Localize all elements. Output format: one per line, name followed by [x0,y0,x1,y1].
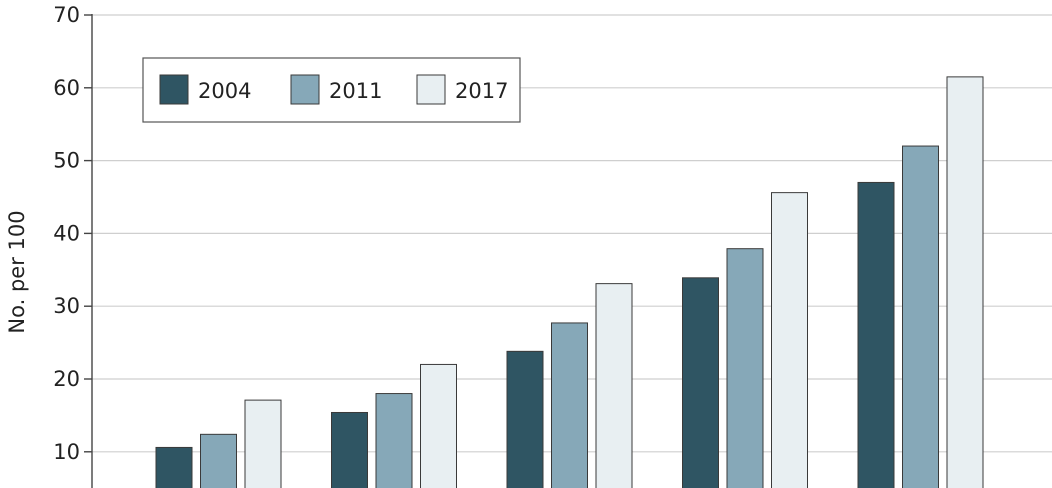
bar-2017 [771,192,808,488]
bar-2011 [375,393,413,488]
legend-swatch-2004 [159,74,189,105]
bar-2004 [857,181,895,488]
legend-label-2017: 2017 [455,79,508,103]
legend-swatch-2011 [290,74,320,105]
y-tick-label: 50 [53,149,80,173]
y-tick-label: 40 [53,221,80,245]
y-tick-label: 10 [53,440,80,464]
legend-label-2011: 2011 [329,79,382,103]
bar-2017 [595,283,633,488]
legend-items: 2004 2011 2017 [159,74,508,105]
y-tick-label: 60 [53,76,80,100]
bars [155,76,984,488]
legend-label-2004: 2004 [198,79,251,103]
y-tick-label: 30 [53,294,80,318]
bar-2011 [200,433,237,488]
bar-2004 [331,411,368,488]
legend-swatch-2017 [416,74,446,105]
bar-2004 [506,350,544,488]
bar-2011 [726,248,764,488]
bar-2004 [155,446,193,488]
legend: 2004 2011 2017 [142,57,521,123]
legend-frame [142,57,521,123]
y-tick-label: 70 [53,3,80,27]
bar-2011 [902,145,939,488]
bar-2017 [946,76,984,488]
bar-2017 [244,399,282,488]
y-axis-title: No. per 100 [5,210,29,333]
y-tick-label: 20 [53,367,80,391]
bar-2017 [420,363,457,488]
y-axis: 10 20 30 40 50 60 70 [53,3,93,488]
bar-2011 [551,322,588,488]
bar-2004 [682,277,719,488]
